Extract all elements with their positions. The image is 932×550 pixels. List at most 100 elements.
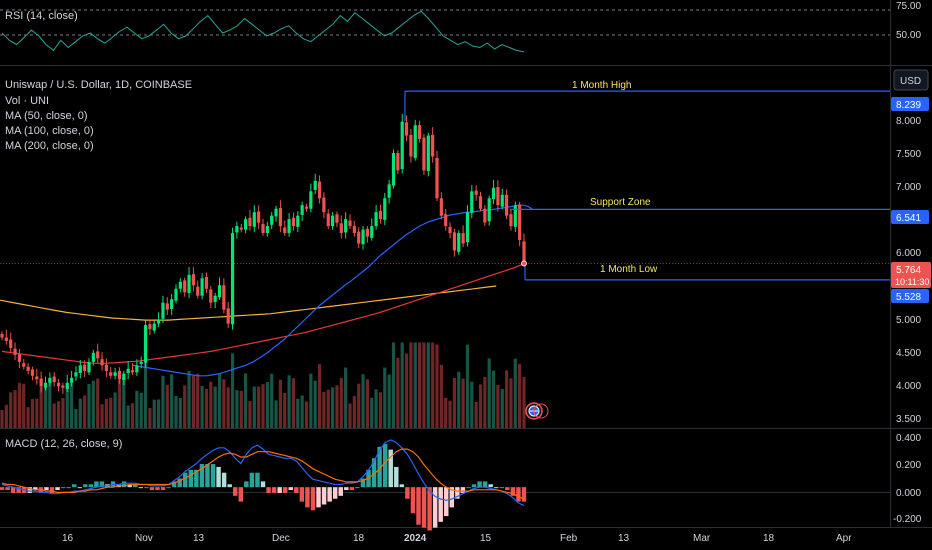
time-label-nov: Nov [135, 533, 153, 544]
candle-body [39, 378, 43, 387]
macd-histogram-bar [99, 481, 105, 488]
candle-body [352, 226, 356, 234]
macd-histogram-bar [516, 487, 521, 502]
time-label-13: 13 [193, 533, 205, 544]
volume-bar [143, 342, 148, 428]
macd-histogram-bar [216, 466, 221, 488]
price-tick-7500: 7.500 [896, 149, 921, 160]
macd-histogram-bar [194, 469, 199, 488]
candle-body [435, 157, 439, 199]
candle-body [104, 364, 108, 371]
volume-bar [448, 400, 452, 428]
volume-bar [418, 342, 422, 428]
volume-bar [265, 382, 269, 428]
rsi-line [1, 10, 525, 53]
candle-body [496, 187, 500, 206]
candle-body [439, 198, 443, 216]
volume-bar [200, 386, 204, 428]
volume-bar [287, 375, 291, 428]
macd-histogram-bar [127, 484, 132, 488]
candle-body [43, 382, 48, 388]
volume-bar [439, 364, 443, 428]
candle-body [335, 214, 339, 223]
macd-histogram-bar [249, 472, 255, 488]
volume-bar [87, 383, 91, 428]
candle-body [296, 215, 300, 227]
volume-bar [522, 377, 526, 428]
volume-bar [239, 390, 243, 428]
macd-histogram-bar [205, 464, 210, 488]
annotation-month-high: 1 Month High [572, 80, 631, 91]
volume-bar [126, 405, 130, 428]
volume-bar [261, 384, 265, 428]
macd-histogram-bar [233, 487, 238, 496]
candle-body [317, 181, 322, 199]
volume-bar [152, 399, 156, 428]
candle-body [113, 372, 117, 376]
candle-body [130, 370, 135, 373]
ma50-legend[interactable]: MA (50, close, 0) [5, 110, 88, 122]
level-badge-low [891, 289, 929, 303]
candle-body [474, 190, 478, 195]
candle-body [491, 187, 496, 199]
volume-bar [78, 398, 82, 428]
candle-body [487, 198, 491, 222]
candle-body [143, 324, 148, 363]
macd-histogram-bar [177, 478, 182, 488]
time-label-16: 16 [62, 533, 74, 544]
volume-bar [400, 342, 404, 428]
volume-bar [96, 378, 100, 428]
volume-bar [500, 388, 504, 428]
macd-histogram-bar [33, 487, 38, 491]
price-tick-5000: 5.000 [896, 315, 921, 326]
macd-histogram-bar [155, 487, 160, 491]
economic-event-flag-icon[interactable] [525, 402, 549, 420]
volume-bar [187, 370, 191, 428]
volume-bar [422, 342, 426, 428]
candle-body [96, 351, 100, 359]
candle-body [126, 368, 130, 374]
volume-bar [465, 344, 470, 428]
candle-body [278, 208, 282, 227]
macd-histogram-bar [83, 484, 88, 488]
candle-body [91, 352, 95, 362]
candle-body [470, 191, 474, 213]
volume-bar [496, 384, 500, 428]
candle-body [148, 324, 152, 330]
symbol-legend[interactable]: Uniswap / U.S. Dollar, 1D, COINBASE [5, 79, 192, 91]
candle-body [265, 226, 269, 234]
candle-body [196, 286, 200, 296]
volume-bar [348, 403, 352, 428]
candle-body [483, 208, 487, 223]
volume-bar [135, 390, 139, 428]
volume-bar [257, 386, 261, 428]
candle-body [418, 125, 422, 140]
volume-bar [109, 397, 113, 428]
candle-body [161, 302, 165, 319]
candle-body [26, 366, 30, 371]
candle-body [235, 226, 239, 233]
ma100-legend[interactable]: MA (100, close, 0) [5, 125, 94, 137]
candle-body [157, 320, 161, 324]
volume-bar [370, 397, 374, 428]
candle-body [4, 337, 8, 341]
price-tick-7000: 7.000 [896, 182, 921, 193]
macd-histogram-bar [138, 487, 144, 489]
volume-bar [17, 382, 21, 428]
candle-body [78, 365, 82, 374]
candle-body [165, 303, 169, 310]
currency-button[interactable] [893, 69, 929, 91]
macd-histogram-bar [149, 487, 155, 491]
volume-legend[interactable]: Vol · UNI [5, 95, 49, 107]
ma200-legend[interactable]: MA (200, close, 0) [5, 140, 94, 152]
volume-bar [478, 384, 483, 428]
macd-histogram-bar [388, 449, 393, 488]
time-label-feb: Feb [560, 533, 578, 544]
candle-body [174, 288, 178, 301]
volume-bar [130, 403, 135, 428]
volume-bar [483, 377, 487, 428]
level-badge-high [891, 97, 929, 111]
macd-histogram-bar [282, 487, 288, 493]
candle-body [178, 281, 182, 289]
